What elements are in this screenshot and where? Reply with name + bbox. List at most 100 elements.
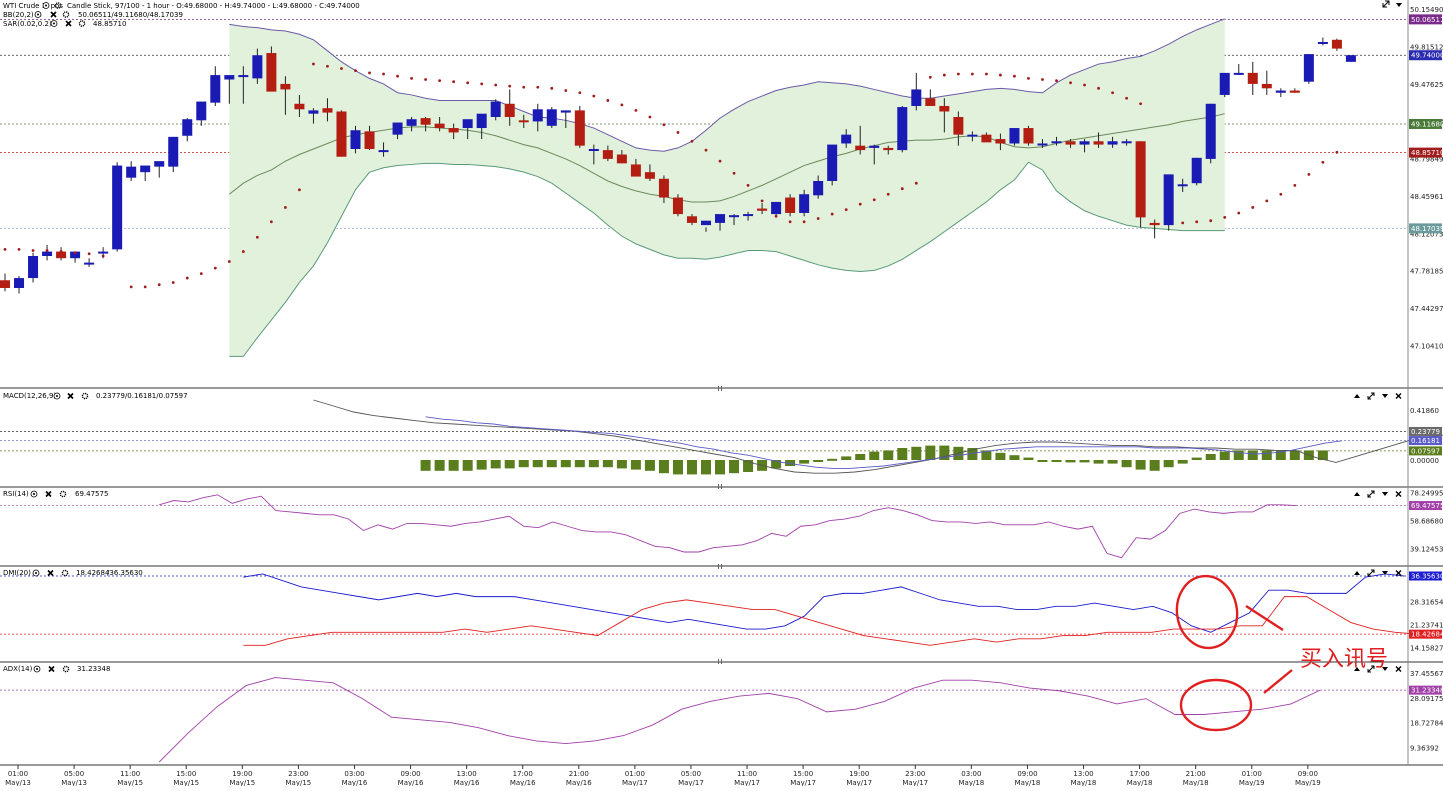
- eye-icon[interactable]: [34, 11, 42, 18]
- sar-dot: [760, 199, 764, 203]
- candle-body: [490, 101, 501, 118]
- candle-body: [70, 251, 81, 259]
- candle-body: [532, 109, 543, 122]
- expand-icon[interactable]: [1367, 490, 1375, 498]
- candle-body: [1289, 90, 1300, 93]
- price-tag: [1409, 118, 1442, 129]
- candle-body: [28, 255, 39, 279]
- candle-body: [238, 75, 249, 78]
- candle-body: [98, 251, 109, 254]
- time-axis: 01:00May/1305:00May/1311:00May/1515:00Ma…: [5, 765, 1321, 787]
- macd-bar: [616, 460, 627, 469]
- close-icon[interactable]: [45, 490, 52, 498]
- splitter-grip[interactable]: [718, 564, 722, 569]
- macd-bar: [925, 445, 936, 460]
- candle-body: [729, 215, 740, 218]
- close-icon[interactable]: [1395, 491, 1402, 497]
- gear-icon[interactable]: [62, 11, 70, 18]
- main-panel-controls: [1382, 0, 1402, 8]
- move-down-icon[interactable]: [1382, 571, 1388, 575]
- gear-icon[interactable]: [62, 665, 70, 673]
- close-icon[interactable]: [65, 20, 72, 27]
- close-icon[interactable]: [67, 392, 74, 400]
- macd-bar: [672, 460, 683, 475]
- time-label: 21:00: [569, 770, 589, 778]
- date-label: May/17: [678, 779, 704, 786]
- y-tick-label: 49.47625: [1410, 81, 1443, 89]
- dmi-header: DMI(20) 18.42684 /36.35630: [3, 569, 143, 577]
- gear-icon[interactable]: [78, 20, 86, 27]
- y-tick-label: 47.44297: [1410, 305, 1443, 313]
- sar-dot: [620, 103, 624, 107]
- sar-dot: [129, 285, 133, 289]
- sar-dot: [704, 148, 708, 152]
- eye-icon[interactable]: [53, 392, 61, 400]
- close-icon[interactable]: [1395, 570, 1402, 576]
- expand-icon[interactable]: [1367, 392, 1375, 400]
- close-icon[interactable]: [50, 11, 57, 18]
- sar-dot: [522, 85, 526, 89]
- sar-dot: [662, 123, 666, 127]
- candle-body: [616, 154, 627, 164]
- eye-icon[interactable]: [30, 490, 38, 498]
- gear-icon[interactable]: [81, 392, 89, 400]
- gear-icon[interactable]: [54, 2, 62, 9]
- expand-icon[interactable]: [1367, 569, 1375, 577]
- eye-icon[interactable]: [32, 569, 40, 577]
- move-up-icon[interactable]: [1354, 394, 1360, 398]
- adx-panel: [158, 677, 1321, 763]
- annotation-circle-adx: [1179, 678, 1253, 732]
- sar-dot: [928, 75, 932, 79]
- sar-dot: [1335, 150, 1339, 154]
- rsi-label: RSI(14): [3, 490, 29, 498]
- close-icon[interactable]: [47, 569, 54, 577]
- move-down-icon[interactable]: [1382, 667, 1388, 671]
- sar-dot: [382, 72, 385, 76]
- candle-body: [771, 201, 782, 215]
- close-icon[interactable]: [48, 665, 55, 673]
- sar-dot: [1083, 83, 1086, 87]
- expand-icon[interactable]: [1382, 0, 1390, 8]
- time-label: 23:00: [288, 770, 308, 778]
- move-up-icon[interactable]: [1354, 571, 1360, 575]
- date-label: May/17: [734, 779, 760, 786]
- adx-value: 31.23348: [77, 665, 110, 673]
- candle-body: [799, 194, 810, 213]
- time-label: 13:00: [457, 770, 477, 778]
- eye-icon[interactable]: [50, 20, 58, 27]
- sar-dot: [536, 85, 540, 89]
- close-icon[interactable]: [1395, 393, 1402, 399]
- move-down-icon[interactable]: [1382, 394, 1388, 398]
- expand-icon[interactable]: [1367, 665, 1375, 673]
- candle-body: [504, 103, 515, 118]
- candle-body: [686, 216, 697, 223]
- sar-dot: [312, 62, 315, 66]
- move-down-icon[interactable]: [1382, 492, 1388, 496]
- date-label: May/19: [1295, 779, 1321, 786]
- macd-header: MACD(12,26,9) 0.23779/0.16181/0.07597: [3, 392, 188, 400]
- candle-body: [1233, 72, 1244, 75]
- splitter-grip[interactable]: [718, 484, 722, 489]
- date-label: May/16: [454, 779, 480, 786]
- candle-body: [1093, 141, 1104, 145]
- sar-dot: [844, 208, 848, 212]
- macd-bar: [1191, 457, 1202, 460]
- gear-icon[interactable]: [61, 569, 69, 577]
- candle-body: [462, 119, 473, 129]
- splitter-grip[interactable]: [718, 659, 722, 664]
- move-up-icon[interactable]: [1354, 667, 1360, 671]
- gear-icon[interactable]: [59, 490, 67, 498]
- close-icon[interactable]: [1395, 666, 1402, 672]
- sar-dot: [45, 249, 49, 252]
- eye-icon[interactable]: [33, 665, 41, 673]
- move-down-icon[interactable]: [1396, 3, 1402, 7]
- candle-body: [1079, 141, 1090, 145]
- time-label: 15:00: [176, 770, 196, 778]
- splitter-grip[interactable]: [718, 386, 722, 391]
- move-up-icon[interactable]: [1354, 492, 1360, 496]
- eye-icon[interactable]: [42, 2, 50, 9]
- macd-bar: [939, 445, 950, 460]
- sar-dot: [213, 266, 217, 270]
- date-label: May/18: [1183, 779, 1209, 786]
